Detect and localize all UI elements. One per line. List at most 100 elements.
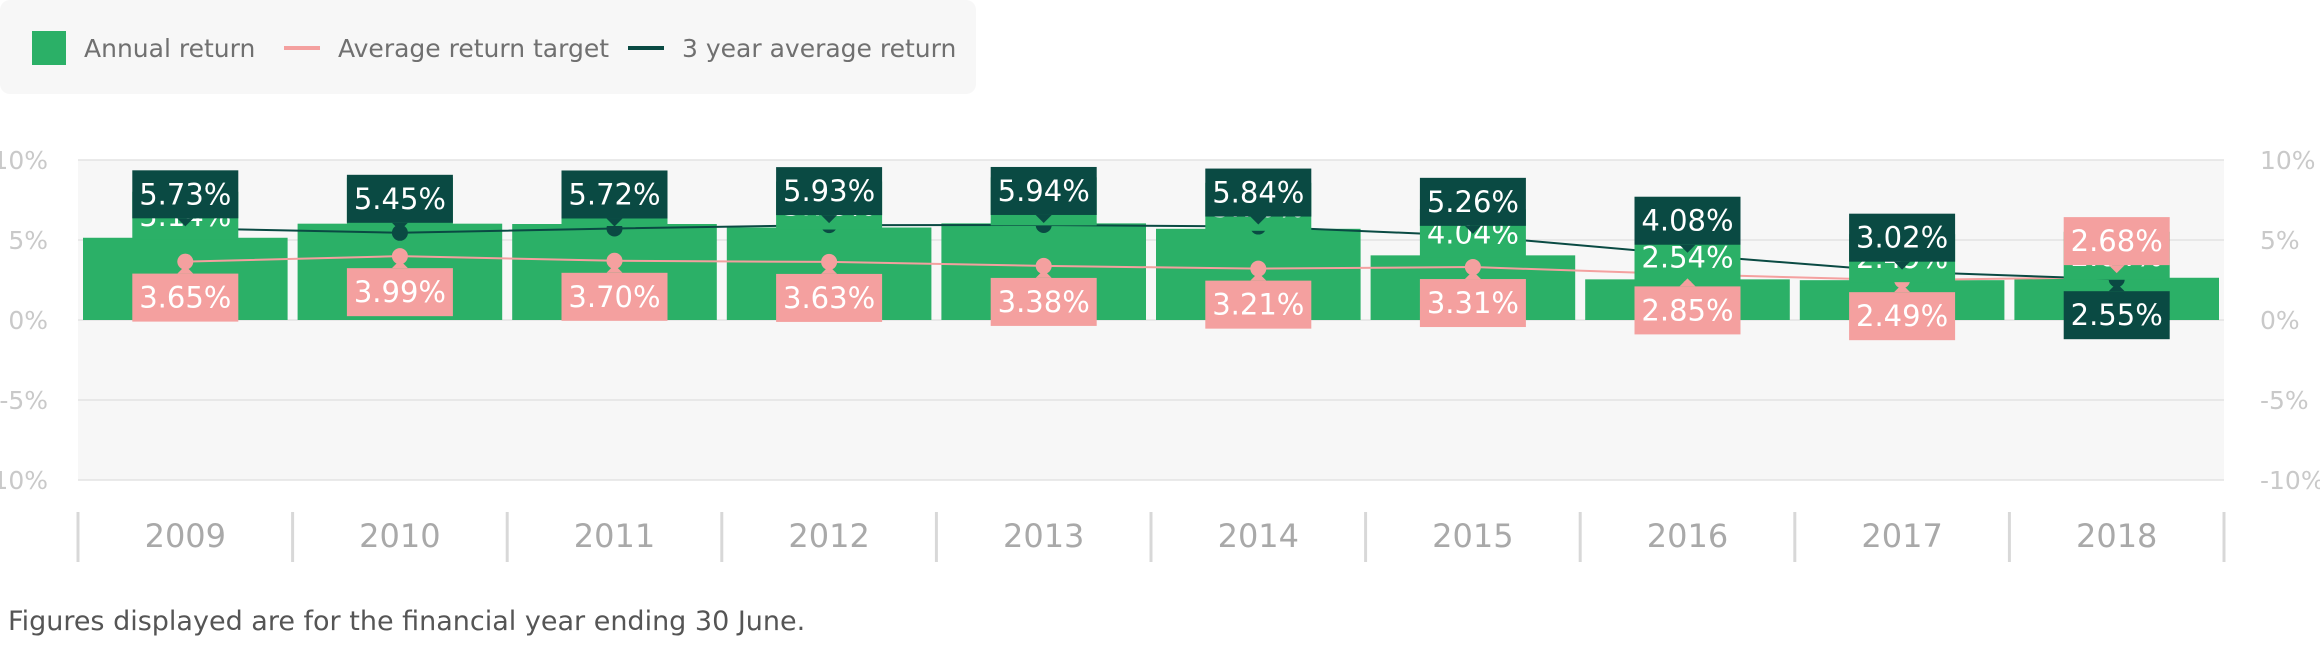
average-return-target-label-pointer [1464,271,1481,280]
average-return-target-label: 2.49% [1849,284,1956,341]
3-year-average-return-label-text: 5.94% [998,174,1090,208]
x-tick-label: 2015 [1432,517,1513,555]
3-year-average-return-label-box [561,170,668,219]
3-year-average-return-label-box [1634,196,1741,245]
3-year-average-return-label-box [132,170,239,219]
average-return-target-label-pointer [1679,278,1696,287]
3-year-average-return-swatch [628,46,664,50]
x-tick-label: 2016 [1647,517,1728,555]
average-return-target-label-box [1205,280,1312,329]
3-year-average-return-label-box [346,174,453,223]
returns-chart: 10% 10% 5% 5% 0% 0% -5% -5% -10% -10% 2009 2010 2011… [0,146,2320,562]
average-return-target-label: 3.99% [346,260,453,317]
x-tick-label: 2012 [788,517,869,555]
average-return-target-point [1035,257,1052,274]
y-tick-label-left: 0% [8,306,48,335]
footnote: Figures displayed are for the financial … [8,606,806,637]
3-year-average-return-label-text: 3.02% [1856,221,1948,255]
annual-return-swatch [32,31,66,65]
3-year-average-return-label-text: 5.26% [1427,185,1519,219]
y-tick-label-left: -10% [0,466,48,495]
3-year-average-return-label-text: 5.84% [1212,176,1304,210]
average-return-target-swatch [284,46,320,50]
y-tick-label-right: 5% [2260,226,2300,255]
legend-item-3-year-average-return[interactable]: 3 year average return [628,30,956,66]
average-return-target-label-box [1634,286,1741,335]
average-return-target-label: 3.65% [132,265,239,322]
average-return-target-label-pointer [2108,265,2125,274]
average-return-target-point [177,253,194,270]
average-return-target-label-box [561,272,668,321]
average-return-target-label: 3.31% [1419,271,1526,328]
average-return-target-label-pointer [606,264,623,273]
average-return-target-label-pointer [1035,269,1052,278]
legend-label-annual-return: Annual return [84,33,256,63]
3-year-average-return-label-box [1419,177,1526,226]
average-return-target-label-box [776,273,883,322]
y-tick-label-left: 10% [0,146,48,175]
3-year-average-return-label: 5.72% [561,170,668,227]
3-year-average-return-label: 3.02% [1849,213,1956,270]
3-year-average-return-label-box [1849,213,1956,262]
y-tick-label-right: -5% [2260,386,2309,415]
average-return-target-label-box [1849,292,1956,341]
average-return-target-label-pointer [391,260,408,269]
3-year-average-return-label-text: 4.08% [1641,204,1733,238]
average-return-target-point [606,252,623,269]
3-year-average-return-label-box [776,167,883,216]
average-return-target-label-text: 2.85% [1641,293,1733,327]
x-tick-label: 2018 [2076,517,2157,555]
legend-label-average-return-target: Average return target [338,33,610,63]
legend-item-annual-return[interactable]: Annual return [32,30,255,66]
3-year-average-return-label-text: 5.93% [783,174,875,208]
3-year-average-return-label-pointer [821,215,838,224]
3-year-average-return-label-pointer [2108,283,2125,292]
average-return-target-label-box [990,277,1097,326]
average-return-target-label-pointer [821,265,838,274]
x-tick-label: 2013 [1003,517,1084,555]
average-return-target-label: 3.21% [1205,272,1312,329]
average-return-target-label: 3.38% [990,269,1097,326]
y-tick-label-left: -5% [0,386,48,415]
3-year-average-return-label-text: 2.55% [2071,298,2163,332]
3-year-average-return-point [391,224,408,241]
average-return-target-label: 3.63% [776,265,883,322]
legend-item-average-return-target[interactable]: Average return target [284,30,609,66]
3-year-average-return-label-pointer [1250,216,1267,225]
average-return-target-label: 3.70% [561,264,668,321]
3-year-average-return-label-pointer [1679,244,1696,253]
average-return-target-label-box [2063,217,2170,266]
average-return-target-label-text: 3.65% [139,281,231,315]
x-tick-label: 2010 [359,517,440,555]
average-return-target-label-text: 3.99% [354,275,446,309]
y-tick-label-right: 0% [2260,306,2300,335]
3-year-average-return-label-pointer [177,218,194,227]
3-year-average-return-label-box [1205,168,1312,217]
3-year-average-return-label-pointer [606,218,623,227]
3-year-average-return-label: 5.26% [1419,177,1526,234]
average-return-target-point [391,248,408,265]
average-return-target-label-pointer [177,265,194,274]
average-return-target-label: 2.68% [2063,217,2170,274]
average-return-target-point [821,253,838,270]
x-tick-label: 2011 [574,517,655,555]
average-return-target-label: 2.85% [1634,278,1741,335]
legend-label-3-year-average-return: 3 year average return [682,33,957,63]
x-tick-label: 2017 [1861,517,1942,555]
3-year-average-return-label-pointer [391,222,408,231]
average-return-target-label-box [132,273,239,322]
average-return-target-label-text: 2.49% [1856,299,1948,333]
average-return-target-label-text: 3.21% [1212,288,1304,322]
3-year-average-return-label-text: 5.72% [568,177,660,211]
average-return-target-label-box [346,268,453,317]
3-year-average-return-label-text: 5.73% [139,177,231,211]
3-year-average-return-label: 5.45% [346,174,453,231]
3-year-average-return-label-pointer [1464,225,1481,234]
average-return-target-label-box [1419,279,1526,328]
average-return-target-point [1464,259,1481,276]
average-return-target-label-pointer [1250,272,1267,281]
3-year-average-return-label-text: 5.45% [354,182,446,216]
x-tick-label: 2009 [145,517,226,555]
3-year-average-return-line [185,223,2117,281]
3-year-average-return-label: 5.84% [1205,168,1312,225]
